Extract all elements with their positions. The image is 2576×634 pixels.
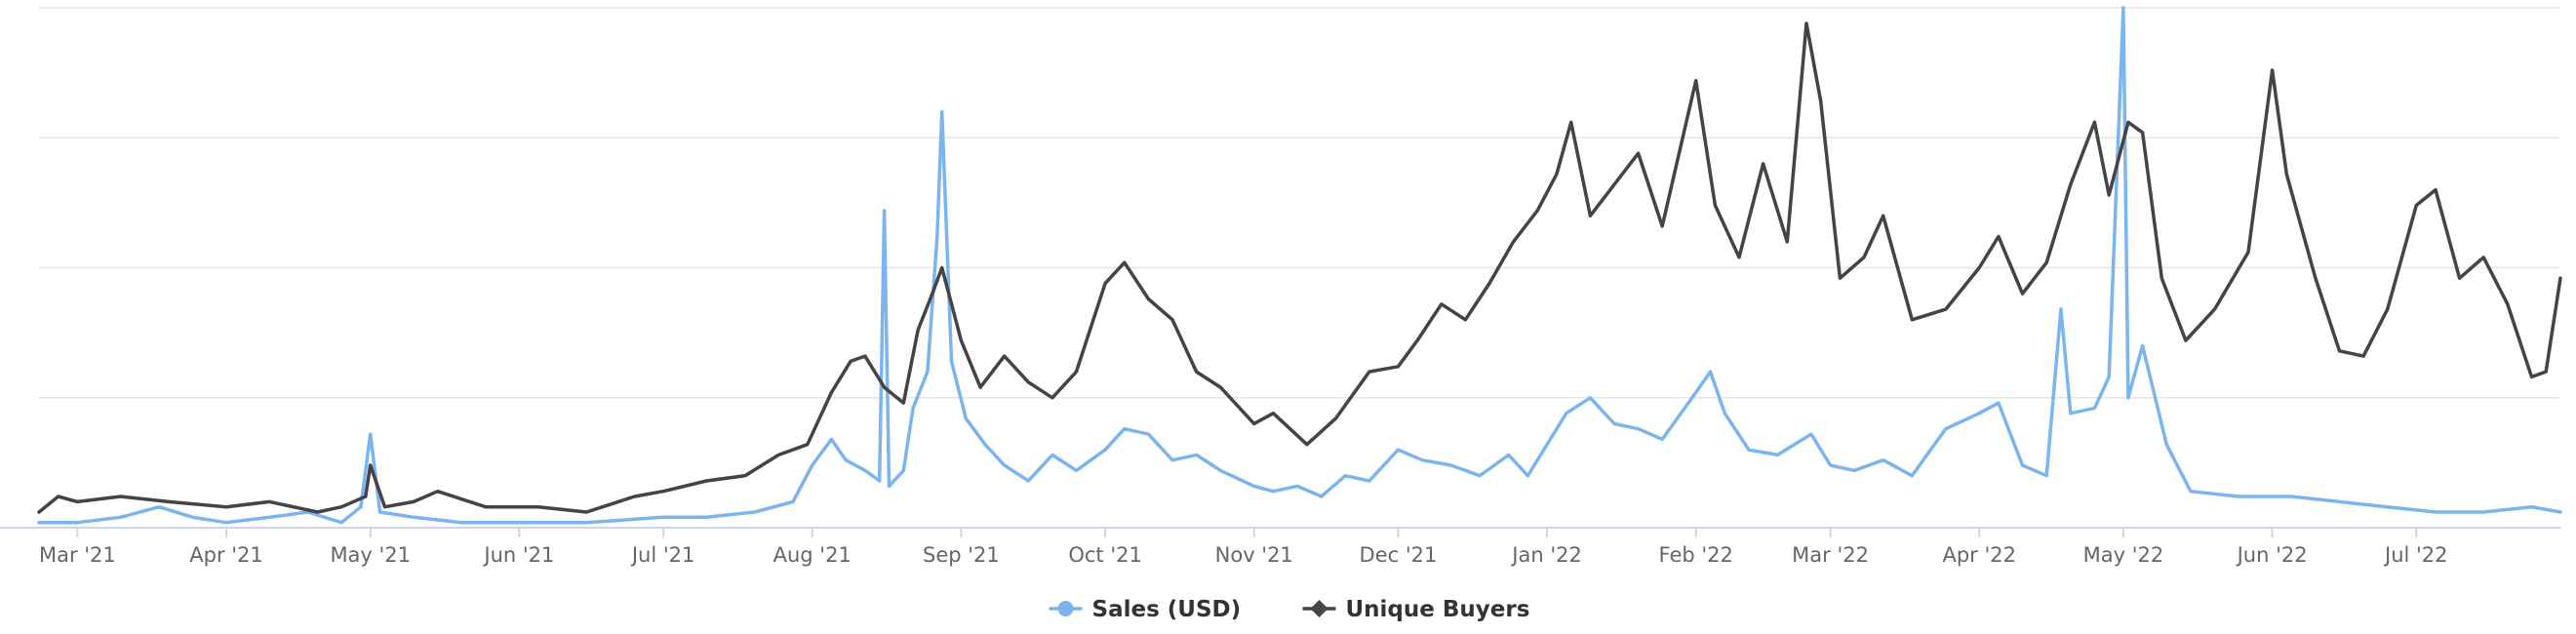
diamond-marker-icon xyxy=(1310,600,1328,617)
series-line-sales-usd[interactable] xyxy=(37,6,2562,525)
x-tick-label: Oct '21 xyxy=(1068,543,1141,567)
x-tick-label: Nov '21 xyxy=(1215,543,1293,567)
legend-label: Sales (USD) xyxy=(1092,597,1242,622)
plot-series xyxy=(37,6,2562,525)
x-tick-label: Aug '21 xyxy=(773,543,852,567)
x-tick-label: May '22 xyxy=(2083,543,2164,567)
x-tick-label: Jun '22 xyxy=(2236,543,2308,567)
legend[interactable]: Sales (USD) Unique Buyers xyxy=(1049,597,1530,622)
circle-marker-icon xyxy=(1057,601,1074,616)
x-tick-label: Apr '22 xyxy=(1942,543,2016,567)
x-tick-label: Sep '21 xyxy=(923,543,1000,567)
x-tick-label: Jul '21 xyxy=(630,543,695,567)
x-tick-label: Feb '22 xyxy=(1659,543,1733,567)
grid-lines xyxy=(39,7,2560,399)
x-tick-label: Dec '21 xyxy=(1360,543,1438,567)
x-tick-label: Apr '21 xyxy=(189,543,263,567)
x-tick-label: May '21 xyxy=(330,543,411,567)
legend-label: Unique Buyers xyxy=(1346,597,1530,622)
x-axis: Mar '21 Apr '21 May '21 Jun '21 Jul '21 Aug '… xyxy=(0,527,2560,567)
x-tick-label: Mar '22 xyxy=(1792,543,1869,567)
legend-item-sales-usd[interactable]: Sales (USD) xyxy=(1049,597,1242,622)
legend-item-unique-buyers[interactable]: Unique Buyers xyxy=(1302,597,1530,622)
x-tick-label: Jun '21 xyxy=(482,543,554,567)
x-tick-label: Jul '22 xyxy=(2383,543,2448,567)
series-line-unique-buyers[interactable] xyxy=(37,21,2562,514)
x-tick-label: Jan '22 xyxy=(1510,543,1582,567)
x-tick-label: Mar '21 xyxy=(39,543,116,567)
